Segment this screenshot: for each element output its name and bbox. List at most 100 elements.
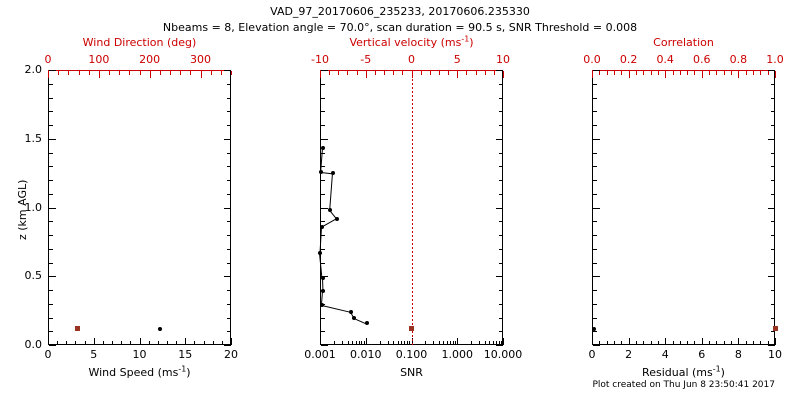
y-minor-tick-left: [321, 152, 325, 154]
data-point-snr_profile: [321, 289, 326, 294]
top-major-tick: [48, 71, 49, 78]
top-tick-label: 0.8: [729, 53, 748, 66]
y-minor-tick-right: [227, 235, 231, 236]
top-minor-tick: [159, 71, 161, 75]
y-minor-tick-left: [49, 303, 53, 305]
data-point-correlation: [772, 326, 778, 331]
bottom-tick-label: 0: [588, 348, 596, 361]
bottom-minor-tick: [212, 341, 214, 345]
top-tick-label: 300: [190, 53, 211, 66]
top-minor-tick: [78, 71, 80, 75]
bottom-minor-tick: [709, 341, 711, 345]
bottom-minor-tick: [148, 341, 150, 345]
y-major-tick-left: [593, 276, 600, 278]
bottom-axis-title-snr: SNR: [400, 366, 423, 379]
bottom-tick-label: 8: [734, 348, 742, 361]
bottom-minor-tick: [409, 341, 411, 345]
data-point-snr_profile: [318, 250, 323, 255]
top-minor-tick: [402, 71, 404, 75]
top-minor-tick: [180, 71, 182, 75]
y-major-tick-left: [49, 138, 56, 140]
bottom-minor-tick: [606, 341, 608, 345]
y-tick-label: 0.5: [24, 269, 43, 283]
y-major-tick-right: [496, 276, 503, 278]
y-minor-tick-right: [771, 125, 775, 126]
bottom-minor-tick: [194, 341, 196, 345]
top-minor-tick: [356, 71, 358, 75]
top-minor-tick: [635, 71, 637, 75]
top-minor-tick: [760, 71, 762, 75]
data-point-snr_profile: [318, 169, 323, 174]
top-minor-tick: [58, 71, 60, 75]
top-minor-tick: [672, 71, 674, 75]
y-minor-tick-right: [227, 125, 231, 126]
top-minor-tick: [329, 71, 331, 75]
top-minor-tick: [716, 71, 718, 75]
y-minor-tick-right: [227, 248, 231, 250]
bottom-tick-label: 0.010: [350, 348, 382, 361]
plot-title: VAD_97_20170606_235233, 20170606.235330: [270, 5, 530, 18]
y-minor-tick-right: [771, 262, 775, 264]
top-minor-tick: [393, 71, 395, 75]
top-minor-tick: [493, 71, 495, 75]
bottom-tick-label: 15: [178, 348, 193, 361]
y-minor-tick-right: [499, 152, 503, 154]
bottom-minor-tick: [447, 341, 449, 345]
top-tick-label: -5: [360, 53, 372, 66]
y-minor-tick-left: [49, 317, 53, 319]
top-minor-tick: [745, 71, 747, 75]
data-point-snr_profile: [364, 321, 369, 325]
bottom-minor-tick: [731, 341, 733, 345]
y-tick-label: 2.0: [24, 63, 43, 76]
top-minor-tick: [613, 71, 615, 75]
y-minor-tick-right: [499, 193, 503, 195]
y-major-tick-left: [49, 207, 56, 209]
bottom-major-tick: [503, 338, 504, 345]
panel-frame-residual: [592, 70, 775, 345]
y-minor-tick-right: [771, 303, 775, 305]
y-minor-tick-right: [771, 221, 775, 223]
bottom-major-tick: [592, 338, 593, 345]
y-minor-tick-right: [227, 152, 231, 154]
y-major-tick-right: [496, 138, 503, 140]
bottom-tick-label: 0: [44, 348, 52, 361]
y-minor-tick-left: [49, 152, 53, 154]
top-tick-label: -10: [311, 53, 329, 66]
bottom-minor-tick: [425, 341, 427, 345]
bottom-minor-tick: [351, 341, 353, 345]
bottom-major-tick: [457, 338, 459, 345]
bottom-minor-tick: [130, 341, 132, 345]
y-minor-tick-left: [593, 331, 597, 333]
bottom-minor-tick: [121, 341, 123, 345]
y-minor-tick-left: [321, 166, 325, 168]
top-minor-tick: [448, 71, 450, 75]
top-minor-tick: [210, 71, 212, 75]
top-minor-tick: [657, 71, 659, 75]
top-major-tick: [738, 71, 740, 78]
y-minor-tick-left: [593, 262, 597, 264]
bottom-minor-tick: [613, 341, 615, 345]
bottom-minor-tick: [401, 341, 403, 345]
top-tick-label: 200: [139, 53, 161, 66]
top-major-tick: [665, 71, 667, 78]
top-minor-tick: [68, 71, 70, 75]
bottom-minor-tick: [407, 341, 409, 345]
top-minor-tick: [650, 71, 652, 75]
top-tick-label: 10: [496, 53, 510, 66]
bottom-minor-tick: [102, 341, 104, 345]
y-minor-tick-left: [593, 111, 597, 113]
y-minor-tick-right: [499, 290, 503, 291]
bottom-minor-tick: [75, 341, 77, 345]
y-minor-tick-right: [499, 248, 503, 250]
bottom-major-tick: [738, 338, 740, 345]
bottom-minor-tick: [479, 341, 481, 345]
top-axis-title-wind: Wind Direction (deg): [82, 36, 197, 49]
bottom-minor-tick: [484, 341, 486, 345]
y-minor-tick-left: [321, 97, 325, 99]
bottom-major-tick: [775, 338, 776, 345]
bottom-tick-label: 10: [768, 348, 782, 361]
y-minor-tick-right: [771, 180, 775, 181]
data-point-vertical_velocity: [409, 326, 414, 331]
y-major-tick-right: [224, 345, 231, 346]
top-minor-tick: [438, 71, 440, 75]
